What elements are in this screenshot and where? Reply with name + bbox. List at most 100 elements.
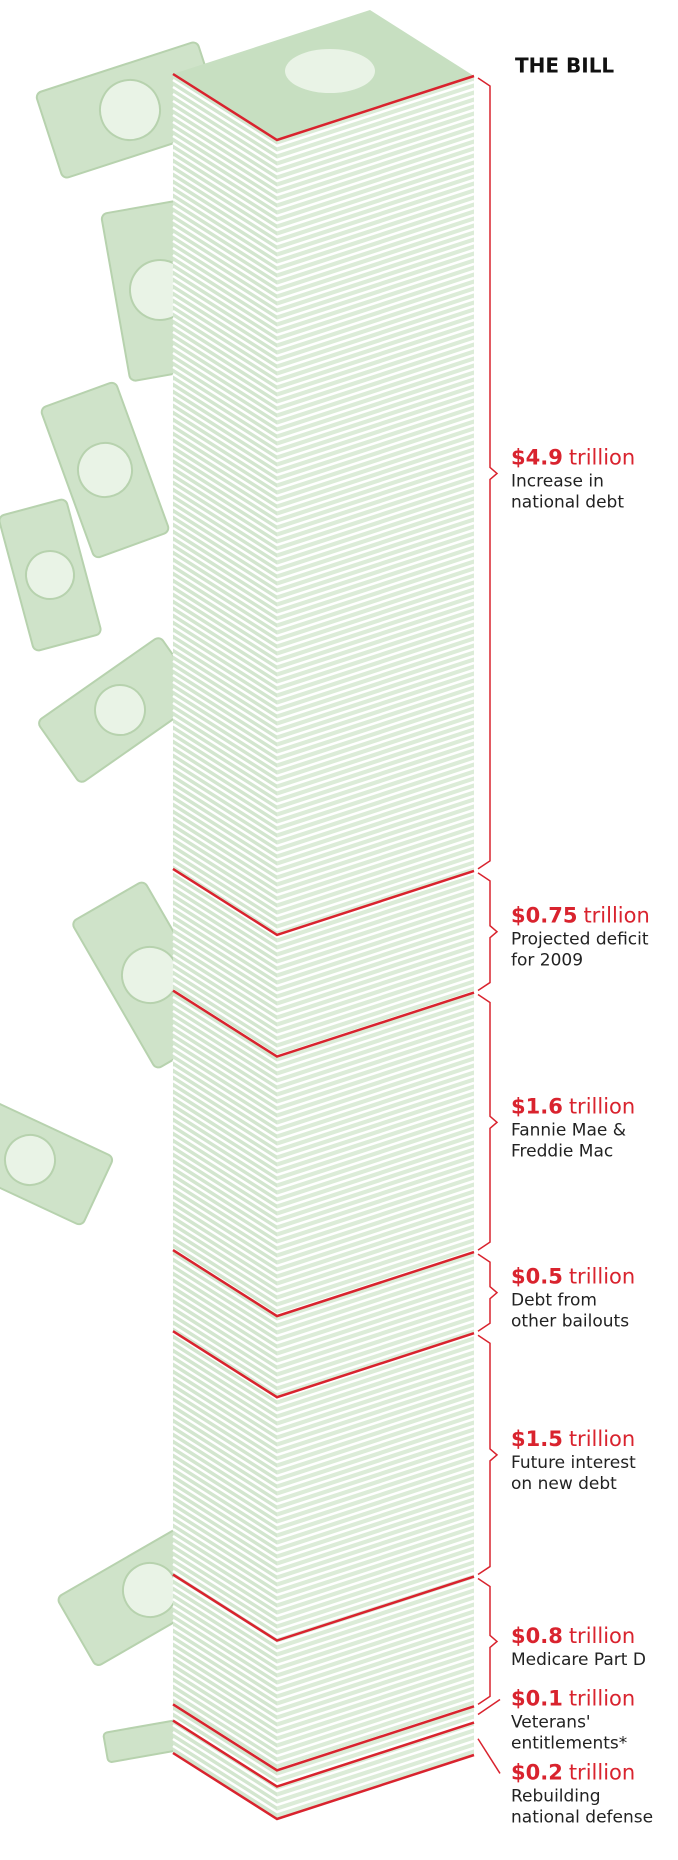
bill-edge xyxy=(172,540,475,610)
amount-label: $0.75 trillion xyxy=(511,904,650,928)
bill-edge xyxy=(172,204,475,274)
amount-unit: trillion xyxy=(569,1760,635,1784)
bill-edge xyxy=(172,141,475,211)
bill-edge xyxy=(172,288,475,358)
bill-edge xyxy=(172,1044,475,1114)
bill-edge xyxy=(172,617,475,687)
bill-edge xyxy=(172,323,475,393)
bill-edge xyxy=(172,1303,475,1373)
bill-edge xyxy=(172,1597,475,1667)
bill-edge xyxy=(172,1128,475,1198)
bill-edge xyxy=(172,155,475,225)
bill-edge xyxy=(172,1457,475,1527)
amount-label: $0.1 trillion xyxy=(511,1686,635,1710)
bill-edge xyxy=(172,729,475,799)
bill-edge xyxy=(172,610,475,680)
bill-edge xyxy=(172,1156,475,1226)
bill-edge xyxy=(172,1737,475,1807)
bill-edge xyxy=(172,1065,475,1135)
bill-edge xyxy=(172,1485,475,1555)
bill-edge xyxy=(172,638,475,708)
bill-edge xyxy=(172,183,475,253)
bill-edge xyxy=(172,99,475,169)
bill-edge xyxy=(172,1492,475,1562)
segment-description: Increase in xyxy=(511,471,604,491)
bill-edge xyxy=(172,498,475,568)
bill-edge xyxy=(172,596,475,666)
bill-edge xyxy=(172,470,475,540)
bill-edge xyxy=(172,442,475,512)
bill-edge xyxy=(172,1016,475,1086)
bill-edge xyxy=(172,764,475,834)
bill-edge xyxy=(172,1730,475,1800)
bill-edge xyxy=(172,1611,475,1681)
bill-edge xyxy=(172,477,475,547)
bill-edge xyxy=(172,526,475,596)
amount-value: $0.8 xyxy=(511,1624,563,1648)
amount-label: $1.5 trillion xyxy=(511,1427,635,1451)
bill-edge xyxy=(172,953,475,1023)
bill-edge xyxy=(172,561,475,631)
bill-edge xyxy=(172,246,475,316)
bill-edge xyxy=(172,799,475,869)
bill-edge xyxy=(172,603,475,673)
bill-edge xyxy=(172,372,475,442)
bill-edge xyxy=(172,743,475,813)
bill-edge xyxy=(172,358,475,428)
bill-edge xyxy=(172,386,475,456)
bill-edge xyxy=(172,463,475,533)
segment-description: national defense xyxy=(511,1807,653,1827)
bill-edge xyxy=(172,176,475,246)
bill-edge xyxy=(172,1296,475,1366)
bill-edge xyxy=(172,1380,475,1450)
bill-edge xyxy=(172,659,475,729)
bill-edge xyxy=(172,1688,475,1758)
bill-edge xyxy=(172,1527,475,1597)
bill-edge xyxy=(172,1401,475,1471)
bill-edge xyxy=(172,1394,475,1464)
bill-edge xyxy=(172,974,475,1044)
bill-edge xyxy=(172,1513,475,1583)
amount-unit: trillion xyxy=(583,904,649,928)
bill-edge xyxy=(172,1191,475,1261)
bill-edge xyxy=(172,1254,475,1324)
bill-edge xyxy=(172,1562,475,1632)
bill-edge xyxy=(172,582,475,652)
bill-edge xyxy=(172,169,475,239)
amount-unit: trillion xyxy=(569,1094,635,1118)
amount-label: $4.9 trillion xyxy=(511,445,635,469)
bill-edge xyxy=(172,925,475,995)
bill-edge xyxy=(172,1289,475,1359)
bill-edge xyxy=(172,337,475,407)
bill-edge xyxy=(172,939,475,1009)
segment-description: Medicare Part D xyxy=(511,1650,646,1670)
bill-edge xyxy=(172,1569,475,1639)
bill-edge xyxy=(172,666,475,736)
bill-edge xyxy=(172,134,475,204)
bill-edge xyxy=(172,267,475,337)
bill-edge xyxy=(172,1604,475,1674)
amount-value: $4.9 xyxy=(511,445,563,469)
bill-edge xyxy=(172,918,475,988)
bill-edge xyxy=(172,1506,475,1576)
bill-edge xyxy=(172,505,475,575)
bill-edge xyxy=(172,575,475,645)
bill-edge xyxy=(172,316,475,386)
bill-edge xyxy=(172,435,475,505)
segment-line xyxy=(172,989,475,1058)
bill-edge xyxy=(172,1184,475,1254)
bracket xyxy=(477,1334,499,1576)
bracket xyxy=(477,1253,499,1332)
bill-edge xyxy=(172,1443,475,1513)
bill-edge xyxy=(172,624,475,694)
bill-edge xyxy=(172,295,475,365)
bill-edge xyxy=(172,106,475,176)
bill-edge xyxy=(172,1352,475,1422)
amount-unit: trillion xyxy=(569,1265,635,1289)
bill-edge xyxy=(172,1135,475,1205)
bill-edge xyxy=(172,1170,475,1240)
bill-edge xyxy=(172,757,475,827)
bill-edge xyxy=(172,127,475,197)
bill-edge xyxy=(172,1058,475,1128)
bill-edge xyxy=(172,722,475,792)
